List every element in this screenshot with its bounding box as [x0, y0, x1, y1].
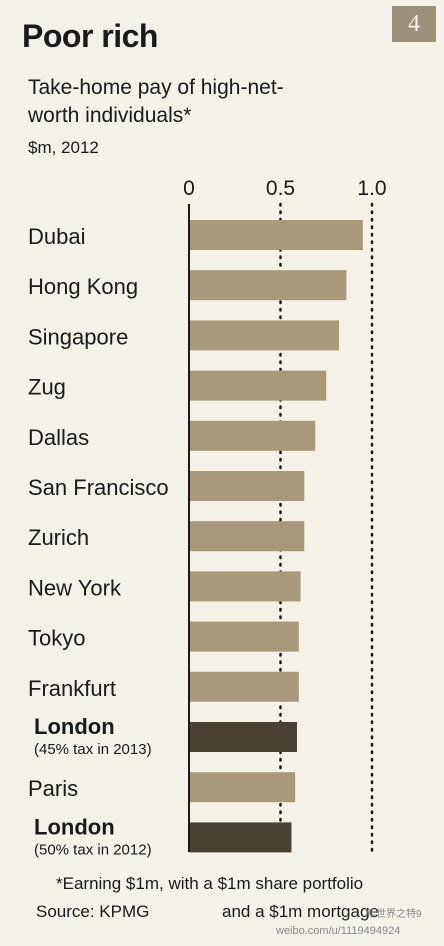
- chart-number-badge: 4: [392, 6, 436, 42]
- bar: [190, 772, 296, 803]
- category-label: San Francisco: [28, 475, 169, 500]
- chart-units: $m, 2012: [28, 138, 99, 157]
- source-label: Source: KPMG: [36, 902, 150, 921]
- category-label: Zurich: [28, 525, 89, 550]
- bar: [190, 521, 305, 552]
- category-label: London: [34, 814, 115, 839]
- category-label: London: [34, 714, 115, 739]
- category-label: Singapore: [28, 324, 128, 349]
- chart-subtitle: Take-home pay of high-net-worth individu…: [28, 76, 284, 127]
- bar: [190, 471, 305, 501]
- bar-chart: 0 0.5 1.0 Dubai Hong Kong Singapore Zug Dallas S…: [28, 177, 387, 858]
- category-label: Dubai: [28, 224, 85, 249]
- x-tick-label: 0: [183, 177, 195, 200]
- watermark-url: weibo.com/u/1119494924: [276, 925, 401, 937]
- category-label: Dallas: [28, 425, 89, 450]
- bar: [190, 220, 363, 250]
- bar: [190, 571, 301, 602]
- bar: [190, 621, 299, 652]
- bar: [190, 370, 327, 401]
- watermark-user: 新世界之特9: [366, 909, 422, 920]
- category-label: New York: [28, 575, 122, 600]
- category-label: Frankfurt: [28, 676, 116, 701]
- category-label: Zug: [28, 375, 66, 400]
- category-label: Tokyo: [28, 626, 85, 651]
- bar: [190, 420, 316, 451]
- category-label: Hong Kong: [28, 274, 138, 299]
- bar: [190, 320, 340, 351]
- category-label: Paris: [28, 776, 78, 801]
- footnote-continuation: and a $1m mortgage: [222, 902, 379, 921]
- bar: [190, 671, 299, 702]
- category-note: (45% tax in 2013): [34, 741, 152, 758]
- x-tick-label: 0.5: [266, 177, 295, 200]
- bar: [190, 270, 347, 301]
- bar: [190, 822, 292, 853]
- bar: [190, 722, 297, 752]
- x-tick-label: 1.0: [357, 177, 386, 200]
- category-note: (50% tax in 2012): [34, 841, 152, 858]
- footnote: *Earning $1m, with a $1m share portfolio: [56, 874, 364, 893]
- chart-title: Poor rich: [22, 18, 158, 54]
